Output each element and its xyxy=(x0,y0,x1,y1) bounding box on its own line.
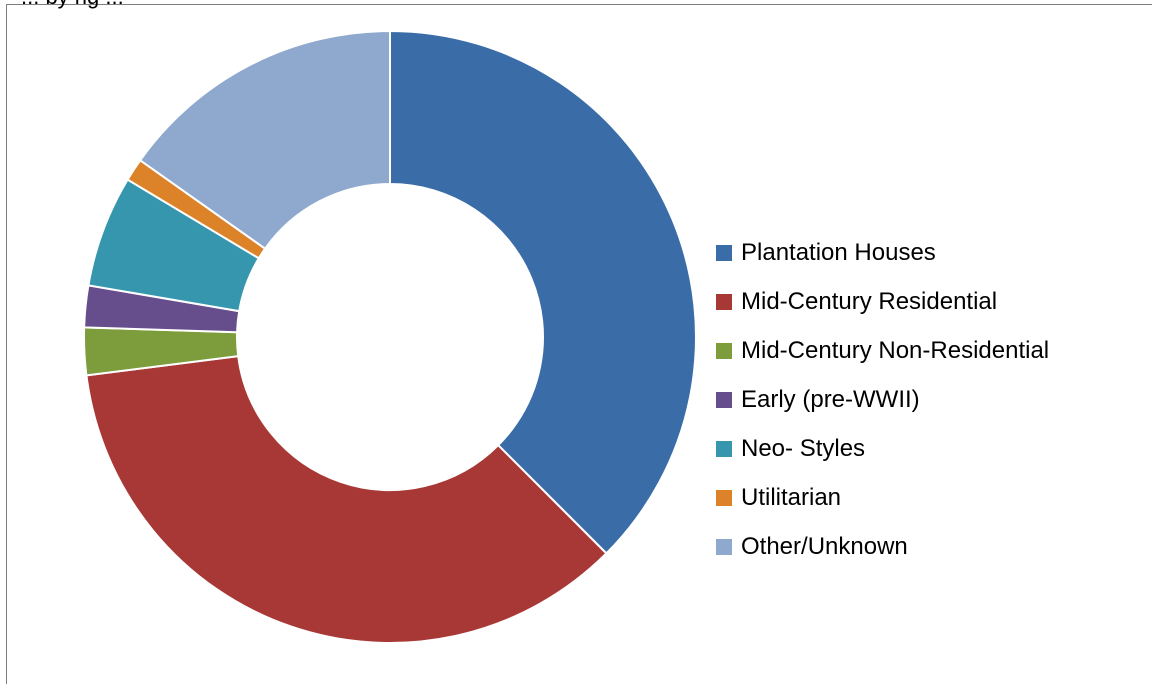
legend-label: Mid-Century Non-Residential xyxy=(741,336,1050,364)
legend-item-plantation-houses: Plantation Houses xyxy=(716,228,1049,277)
legend-label: Utilitarian xyxy=(741,483,842,511)
legend-item-neo-styles: Neo- Styles xyxy=(716,424,1049,473)
legend-item-other-unknown: Other/Unknown xyxy=(716,522,1049,571)
donut-slices xyxy=(83,29,697,644)
legend-item-utilitarian: Utilitarian xyxy=(716,473,1049,522)
legend-item-mid-century-residential: Mid-Century Residential xyxy=(716,277,1049,326)
slice-mid-century-residential xyxy=(85,355,608,644)
legend-label: Early (pre-WWII) xyxy=(741,385,920,413)
slice-plantation-houses xyxy=(389,29,697,555)
legend-swatch xyxy=(716,391,732,408)
legend-label: Other/Unknown xyxy=(741,532,908,560)
legend-swatch xyxy=(716,440,732,457)
legend-item-early-pre-wwii: Early (pre-WWII) xyxy=(716,375,1049,424)
legend-swatch xyxy=(716,489,732,506)
chart-legend: Plantation Houses Mid-Century Residential… xyxy=(716,228,1049,571)
slice-other-unknown xyxy=(138,29,391,251)
legend-item-mid-century-non-residential: Mid-Century Non-Residential xyxy=(716,326,1049,375)
legend-label: Plantation Houses xyxy=(741,238,936,266)
legend-swatch xyxy=(716,538,732,555)
legend-label: Mid-Century Residential xyxy=(741,287,998,315)
chart-title-partial: ... by ng ... xyxy=(21,0,124,10)
legend-label: Neo- Styles xyxy=(741,434,866,462)
legend-swatch xyxy=(716,293,732,310)
legend-swatch xyxy=(716,342,732,359)
legend-swatch xyxy=(716,244,732,261)
